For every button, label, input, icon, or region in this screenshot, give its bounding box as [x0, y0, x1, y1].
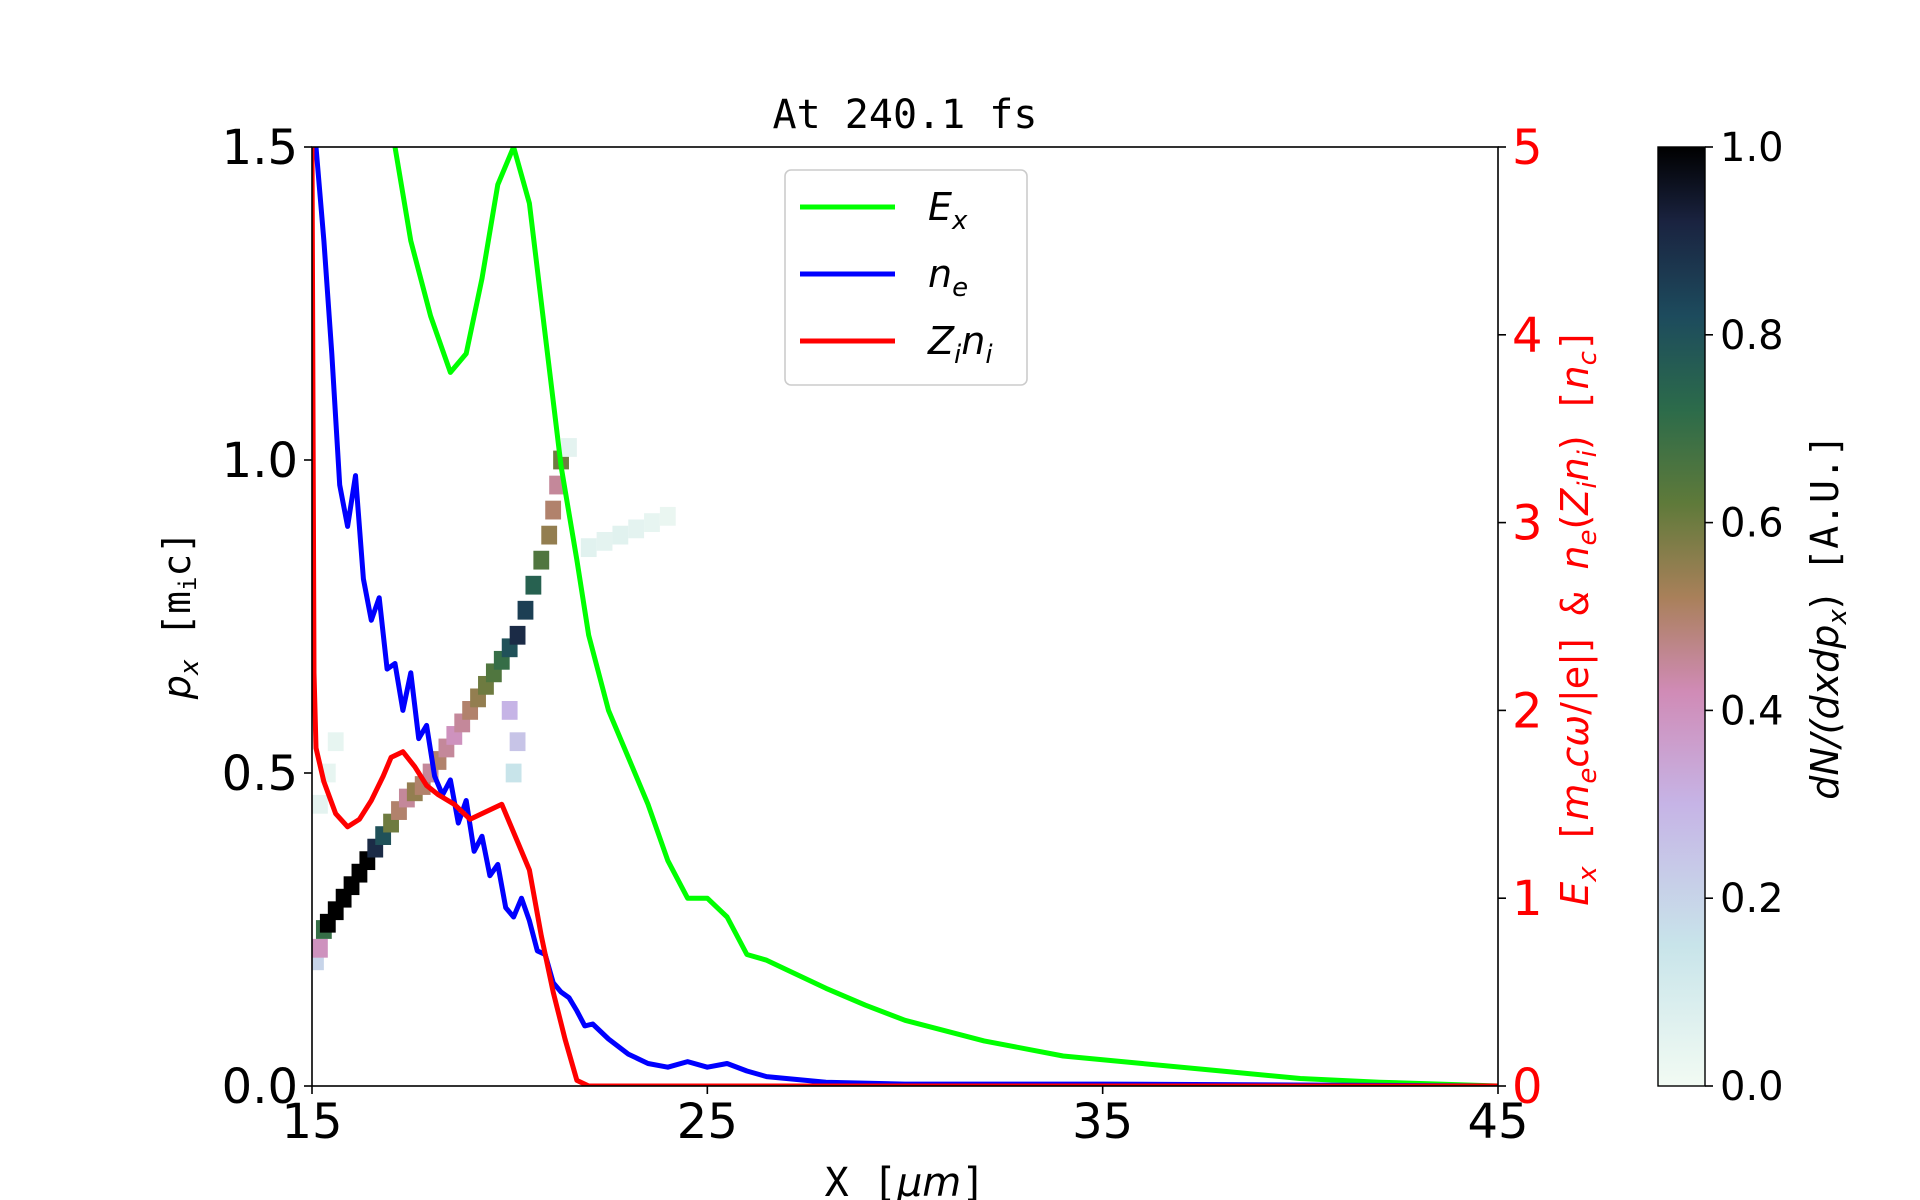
legend-entry-ex: Ex [800, 185, 968, 236]
heatmap-cell [612, 525, 629, 545]
x-tick-label: 45 [1467, 1094, 1528, 1150]
y-right-tick-label: 2 [1512, 683, 1543, 739]
y-right-tick-label: 5 [1512, 120, 1543, 176]
chart-title: At 240.1 fs [773, 92, 1038, 138]
y-right-tick-label: 3 [1512, 496, 1543, 552]
x-tick-label: 25 [677, 1094, 738, 1150]
x-axis-label: X [μm] [825, 1160, 986, 1200]
legend-box [784, 169, 1028, 386]
heatmap-cell [517, 600, 534, 620]
x-tick-label: 15 [281, 1094, 342, 1150]
colorbar-tick-label: 0.2 [1720, 876, 1784, 922]
colorbar: 0.0 0.2 0.4 0.6 0.8 1.0 dN/(dxdpx) [A.U.] [1657, 125, 1853, 1110]
heatmap-cell [509, 732, 526, 752]
legend-entry-zini: Zini [800, 319, 993, 370]
colorbar-ticks: 0.0 0.2 0.4 0.6 0.8 1.0 [1705, 125, 1784, 1110]
heatmap-cell [628, 519, 645, 539]
series-line-ex [392, 147, 1498, 1086]
x-axis-ticks: 15 25 35 45 [281, 1086, 1529, 1150]
series-line-zini [312, 147, 1498, 1086]
colorbar-label: dN/(dxdpx) [A.U.] [1803, 434, 1853, 799]
legend-entry-ne: ne [800, 252, 968, 303]
y-left-tick-label: 0.0 [222, 1059, 298, 1115]
legend-label-ne: ne [928, 252, 968, 303]
heatmap-cell [580, 538, 597, 558]
y-left-tick-label: 0.5 [222, 746, 298, 802]
heatmap-cell [501, 701, 518, 720]
heatmap-cell [509, 625, 526, 645]
x-tick-label: 35 [1072, 1094, 1133, 1150]
heatmap-cell [312, 794, 328, 814]
heatmap-cell [596, 531, 613, 551]
colorbar-gradient [1657, 146, 1706, 1087]
heatmap-cell [525, 575, 542, 595]
legend-label-zini: Zini [927, 319, 993, 370]
y-left-tick-label: 1.0 [222, 433, 298, 489]
heatmap-cell [312, 951, 324, 971]
heatmap-cell [533, 550, 550, 570]
colorbar-tick-label: 0.8 [1720, 313, 1784, 359]
colorbar-tick-label: 0.6 [1720, 501, 1784, 547]
colorbar-tick-label: 1.0 [1720, 125, 1784, 171]
heatmap-cell [312, 938, 328, 958]
heatmap-cell [644, 513, 660, 532]
y-left-axis-label: px [mic] [155, 531, 205, 700]
y-left-tick-label: 1.5 [222, 120, 298, 176]
heatmap-cell [545, 500, 562, 520]
series-layer [312, 147, 1498, 1086]
legend: Ex ne Zini [784, 169, 1028, 386]
heatmap-cell [327, 732, 344, 752]
heatmap-cell [505, 763, 522, 783]
y-right-axis-label: Ex [mecω/|e|] & ne(Zini) [nc] [1553, 328, 1603, 906]
heatmap-cell [561, 438, 577, 457]
y-right-tick-label: 1 [1512, 871, 1543, 927]
heatmap-cell [659, 506, 676, 526]
y-right-tick-label: 0 [1512, 1059, 1543, 1115]
colorbar-tick-label: 0.4 [1720, 688, 1784, 734]
heatmap-layer [312, 438, 676, 971]
legend-label-ex: Ex [928, 185, 968, 236]
y-left-axis-ticks: 0.0 0.5 1.0 1.5 [222, 120, 312, 1115]
y-right-tick-label: 4 [1512, 308, 1543, 364]
heatmap-cell [541, 525, 558, 545]
series-line-ne [313, 147, 1498, 1086]
colorbar-tick-label: 0.0 [1720, 1064, 1784, 1110]
plot-frame [311, 146, 1499, 1087]
y-right-axis-ticks: 0 1 2 3 4 5 [1498, 120, 1543, 1115]
